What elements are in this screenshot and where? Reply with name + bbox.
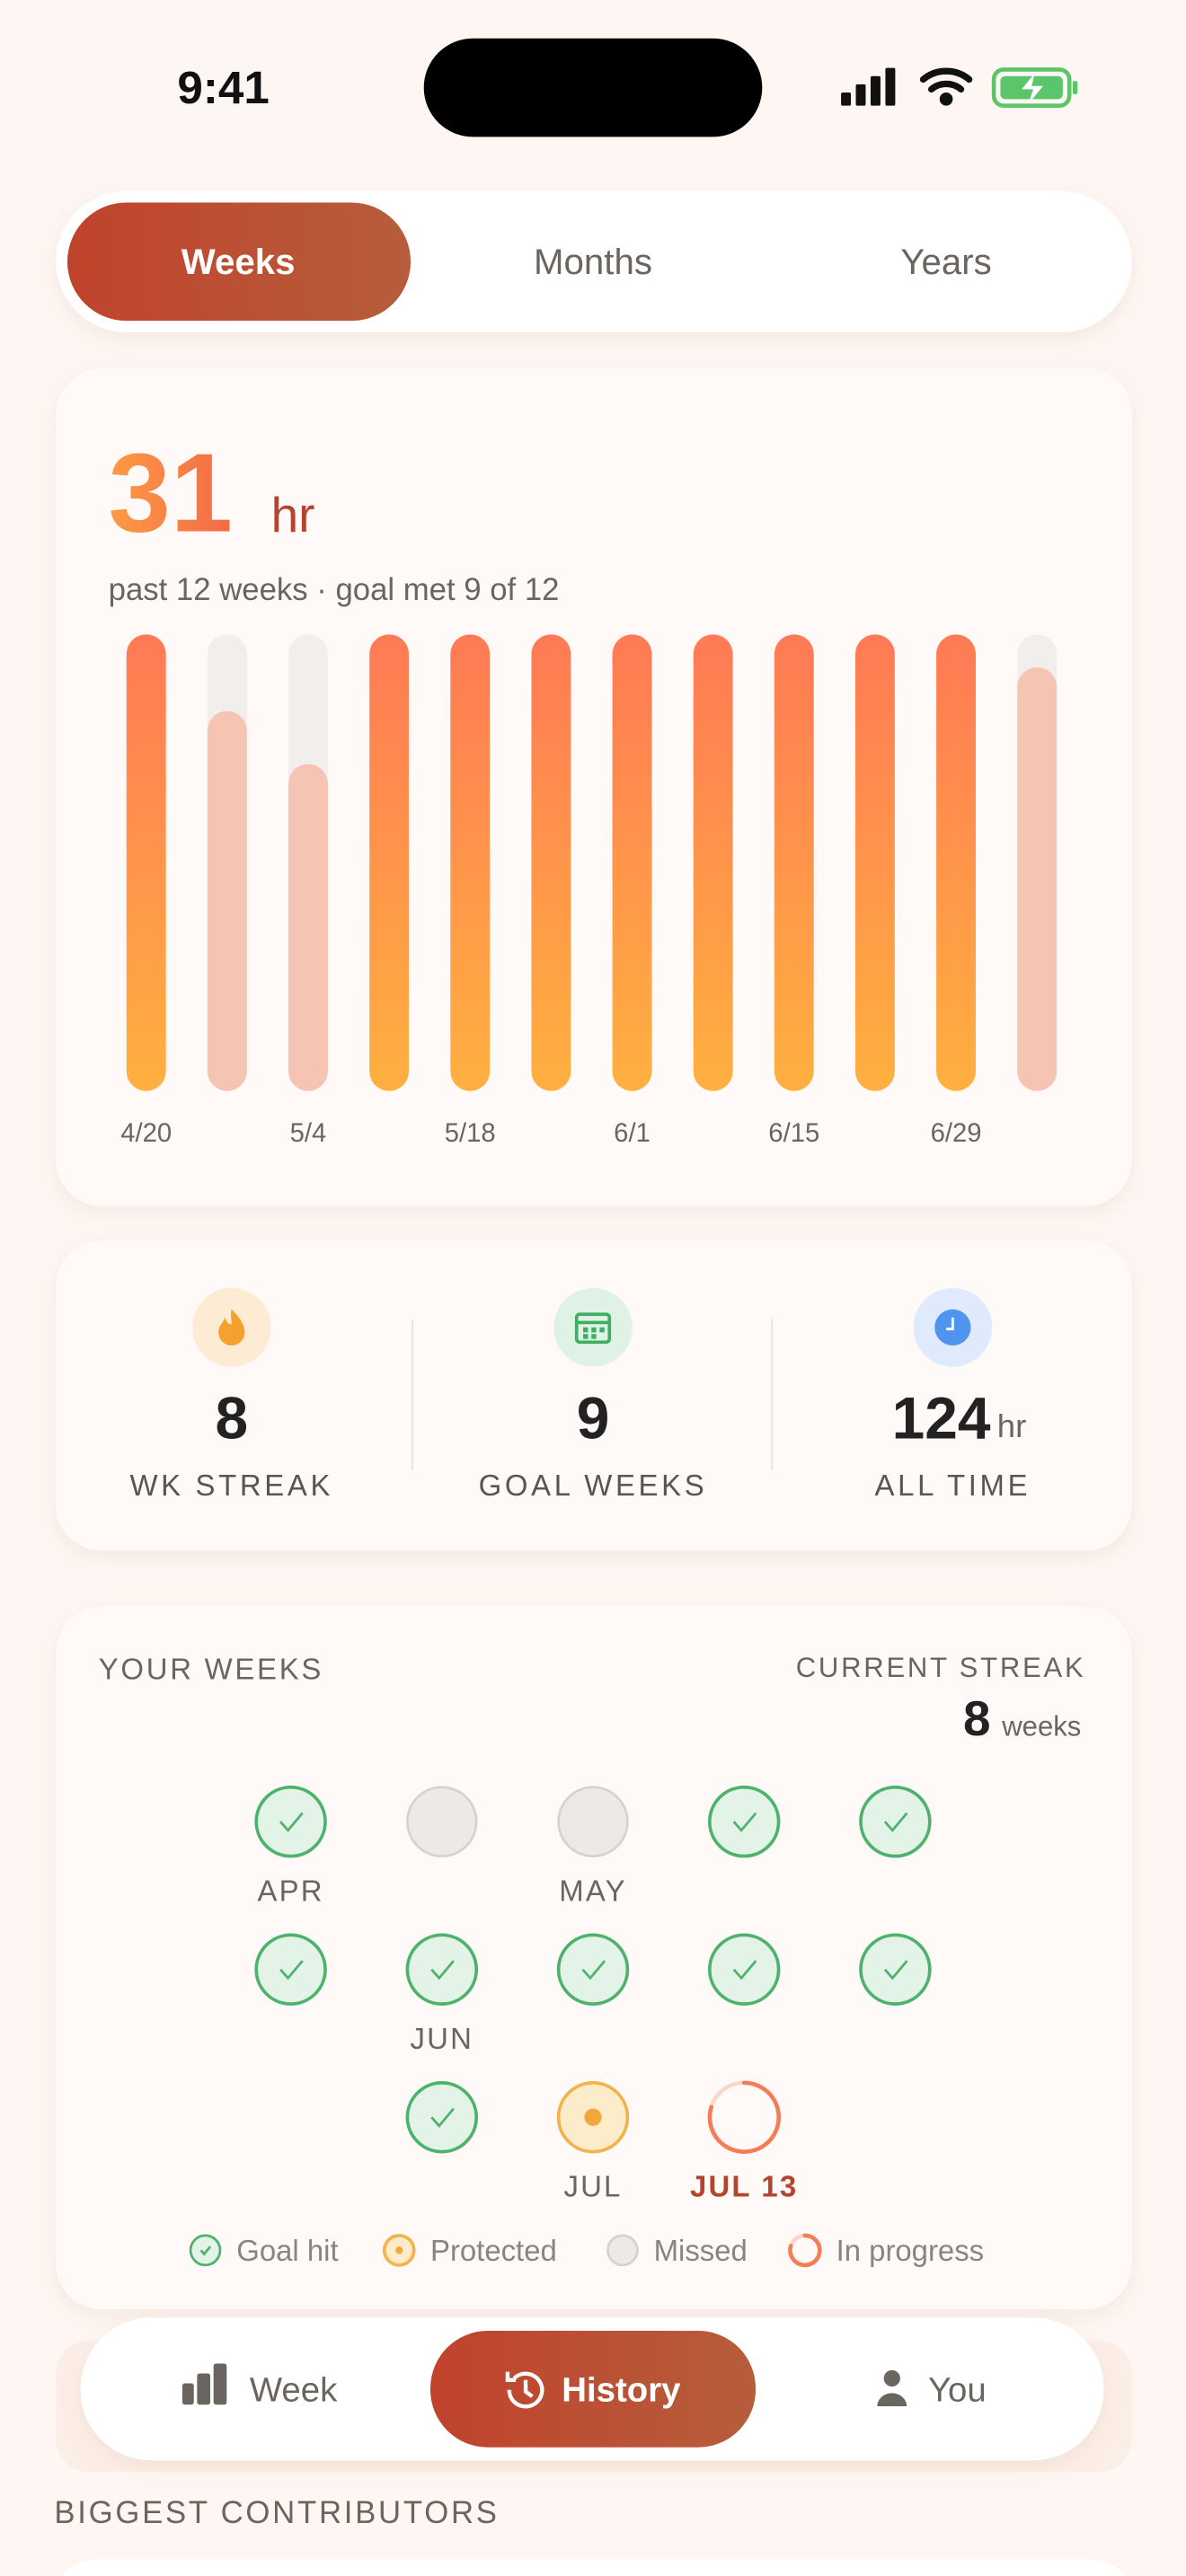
week-hit: [254, 1933, 327, 2006]
stat-value: 9: [577, 1384, 610, 1451]
month-label: JUL 13: [690, 2170, 798, 2203]
bar: [774, 634, 814, 1091]
total-hours: 31: [109, 431, 233, 556]
bar: [450, 634, 491, 1091]
x-tick-label: 5/18: [445, 1119, 496, 1148]
streak-unit: weeks: [1001, 1711, 1081, 1742]
stat-value: 124: [892, 1384, 991, 1451]
section-title: YOUR WEEKS: [99, 1653, 323, 1686]
week-hit: [405, 1933, 479, 2006]
bar: [854, 634, 895, 1091]
x-tick-label: 6/15: [768, 1119, 819, 1148]
you-icon: [877, 2369, 907, 2407]
contributors-card: [61, 2559, 1127, 2576]
selected-tab[interactable]: [66, 202, 412, 322]
time: 9:41: [177, 62, 269, 113]
week-missed: [557, 1786, 629, 1857]
stat-unit: hr: [997, 1407, 1026, 1444]
month-label: JUN: [411, 2022, 474, 2055]
chart-subtitle: past 12 weeks · goal met 9 of 12: [109, 573, 560, 607]
legend-label: In progress: [836, 2234, 985, 2267]
week-grid: APR MAY JUN JUL JUL 13: [254, 1785, 932, 2203]
history-icon: [505, 2371, 544, 2409]
streak-label: CURRENT STREAK: [796, 1652, 1086, 1683]
legend-label: Missed: [654, 2234, 748, 2267]
x-tick-label: 4/20: [120, 1119, 172, 1148]
bar: [693, 634, 733, 1091]
check: [199, 2245, 212, 2256]
bar: [369, 634, 410, 1091]
stats-card: [56, 1239, 1132, 1551]
progress-arc: [788, 2233, 822, 2268]
week-hit: [859, 1933, 932, 2006]
week-hit: [556, 1933, 630, 2006]
week-hit: [707, 1933, 781, 2006]
tab[interactable]: Months: [534, 242, 652, 282]
bar: [126, 634, 166, 1091]
check: [430, 2107, 455, 2128]
week-hit: [707, 1785, 781, 1858]
legend: Goal hit Protected Missed In progress: [189, 2233, 985, 2268]
nav-item[interactable]: You: [928, 2370, 987, 2409]
check: [732, 1812, 757, 1832]
check: [732, 1960, 757, 1981]
stat-label: WK STREAK: [129, 1469, 333, 1502]
week-missed: [606, 2234, 639, 2267]
check: [883, 1960, 908, 1981]
wifi: [919, 67, 973, 106]
nav-item[interactable]: History: [562, 2370, 681, 2409]
month-label: MAY: [559, 1874, 626, 1907]
month-label: JUL: [563, 2170, 622, 2203]
check: [581, 1960, 606, 1981]
streak-value: 8: [963, 1690, 991, 1746]
bar: [288, 763, 328, 1091]
x-tick-label: 6/1: [614, 1119, 651, 1148]
bar: [936, 634, 976, 1091]
check: [279, 1960, 304, 1981]
stat-value: 8: [215, 1384, 248, 1451]
dynamic-island: [423, 38, 763, 137]
x-tick-label: 5/4: [290, 1119, 327, 1148]
tab[interactable]: Years: [900, 242, 991, 282]
bar: [207, 710, 247, 1091]
calendar-icon: [553, 1288, 633, 1367]
bar: [531, 634, 571, 1091]
legend-label: Protected: [430, 2234, 557, 2267]
week-hit: [189, 2234, 222, 2267]
stat-label: ALL TIME: [875, 1469, 1031, 1502]
week-hit: [405, 2081, 479, 2154]
selected-nav[interactable]: [430, 2330, 756, 2448]
week-hit: [254, 1785, 327, 1858]
stat-label: GOAL WEEKS: [479, 1469, 708, 1502]
shield: [395, 2246, 403, 2254]
battery: [991, 67, 1078, 108]
week-missed: [406, 1786, 478, 1857]
progress-arc: [707, 2080, 782, 2154]
signal: [841, 67, 896, 106]
check: [279, 1812, 304, 1832]
fire-icon: [191, 1288, 271, 1367]
bar: [612, 634, 652, 1091]
legend-label: Goal hit: [236, 2234, 338, 2267]
total-unit: hr: [271, 487, 315, 543]
section-title: BIGGEST CONTRIBUTORS: [54, 2496, 499, 2530]
clock-icon: [913, 1288, 993, 1367]
tab[interactable]: Weeks: [181, 242, 296, 282]
week-hit: [859, 1785, 932, 1858]
bar-chart: 4/20 5/4 5/18 6/1 6/15 6/29: [120, 634, 1058, 1148]
week-icon: [181, 2363, 227, 2405]
x-tick-label: 6/29: [931, 1119, 982, 1148]
shield: [584, 2108, 602, 2126]
bar: [1017, 666, 1058, 1091]
nav-item[interactable]: Week: [250, 2370, 338, 2409]
check: [430, 1960, 455, 1981]
check: [883, 1812, 908, 1832]
month-label: APR: [257, 1874, 323, 1907]
